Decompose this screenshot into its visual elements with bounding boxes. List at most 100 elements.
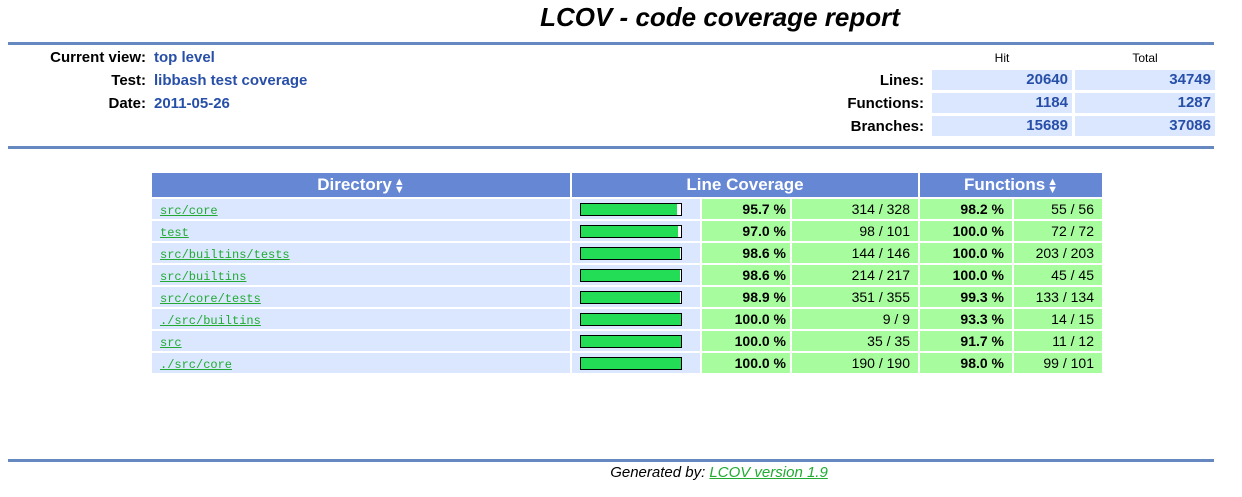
hit-column-header: Hit xyxy=(994,51,1010,65)
line-coverage-count: 214 / 217 xyxy=(792,265,918,285)
directory-cell: src/builtins/tests xyxy=(152,243,570,263)
total-column-header: Total xyxy=(1132,51,1158,65)
function-coverage-percent: 99.3 % xyxy=(920,287,1012,307)
functions-summary-label: Functions: xyxy=(847,95,924,112)
function-coverage-percent: 91.7 % xyxy=(920,331,1012,351)
branches-total-value: 37086 xyxy=(1075,116,1215,136)
directory-cell: ./src/builtins xyxy=(152,309,570,329)
coverage-bar-cell xyxy=(572,199,700,219)
table-header-row: Directory ▲ ▼ Line Coverage Functions ▲ ▼ xyxy=(152,173,1102,197)
coverage-bar-cell xyxy=(572,331,700,351)
line-coverage-percent: 97.0 % xyxy=(702,221,790,241)
table-row: src/core/tests 98.9 % 351 / 355 99.3 % 133 /… xyxy=(152,287,1102,307)
bottom-rule xyxy=(8,459,1214,462)
table-row: src/builtins 98.6 % 214 / 217 100.0 % 45 / 4… xyxy=(152,265,1102,285)
coverage-bar-cell xyxy=(572,287,700,307)
lines-hit-value: 20640 xyxy=(932,70,1072,90)
function-coverage-count: 14 / 15 xyxy=(1014,309,1102,329)
directory-link[interactable]: ./src/builtins xyxy=(160,313,261,328)
directory-column-header[interactable]: Directory ▲ ▼ xyxy=(152,173,570,197)
function-coverage-count: 203 / 203 xyxy=(1014,243,1102,263)
sort-icon[interactable]: ▲ ▼ xyxy=(393,175,405,196)
coverage-bar-fill xyxy=(581,247,680,259)
functions-column-header[interactable]: Functions ▲ ▼ xyxy=(920,173,1102,197)
line-coverage-header-label: Line Coverage xyxy=(686,175,804,194)
coverage-bar xyxy=(580,268,682,282)
line-coverage-count: 35 / 35 xyxy=(792,331,918,351)
functions-hit-value: 1184 xyxy=(932,93,1072,113)
function-coverage-percent: 100.0 % xyxy=(920,243,1012,263)
table-row: src 100.0 % 35 / 35 91.7 % 11 / 12 xyxy=(152,331,1102,351)
test-label: Test: xyxy=(111,72,146,89)
current-view-value[interactable]: top level xyxy=(154,49,215,66)
coverage-bar xyxy=(580,334,682,348)
directory-cell: src/builtins xyxy=(152,265,570,285)
branches-hit-value: 15689 xyxy=(932,116,1072,136)
sort-icon[interactable]: ▲ ▼ xyxy=(1047,175,1059,196)
coverage-bar-cell xyxy=(572,353,700,373)
directory-link[interactable]: test xyxy=(160,225,189,240)
function-coverage-percent: 98.2 % xyxy=(920,199,1012,219)
lines-summary-label: Lines: xyxy=(879,72,924,89)
directory-cell: src xyxy=(152,331,570,351)
generated-by-label: Generated by: xyxy=(610,464,706,481)
coverage-bar-cell xyxy=(572,243,700,263)
coverage-bar xyxy=(580,356,682,370)
functions-total-value: 1287 xyxy=(1075,93,1215,113)
line-coverage-count: 314 / 328 xyxy=(792,199,918,219)
coverage-bar-cell xyxy=(572,221,700,241)
directory-link[interactable]: src/core/tests xyxy=(160,291,261,306)
coverage-bar-fill xyxy=(581,357,681,369)
page-title: LCOV - code coverage report xyxy=(540,2,900,32)
lcov-version-link[interactable]: LCOV version 1.9 xyxy=(709,464,828,481)
directory-link[interactable]: src/builtins xyxy=(160,269,247,284)
table-row: ./src/builtins 100.0 % 9 / 9 93.3 % 14 / 15 xyxy=(152,309,1102,329)
functions-header-label: Functions xyxy=(963,175,1046,194)
date-value: 2011-05-26 xyxy=(154,95,230,112)
coverage-table: Directory ▲ ▼ Line Coverage Functions ▲ ▼ sr… xyxy=(150,171,1104,375)
line-coverage-percent: 98.6 % xyxy=(702,265,790,285)
coverage-bar xyxy=(580,312,682,326)
table-row: src/core 95.7 % 314 / 328 98.2 % 55 / 56 xyxy=(152,199,1102,219)
coverage-bar-cell xyxy=(572,265,700,285)
branches-summary-label: Branches: xyxy=(850,118,924,135)
function-coverage-percent: 98.0 % xyxy=(920,353,1012,373)
directory-cell: test xyxy=(152,221,570,241)
line-coverage-percent: 100.0 % xyxy=(702,309,790,329)
coverage-bar-fill xyxy=(581,203,677,215)
coverage-bar-fill xyxy=(581,291,680,303)
coverage-bar-fill xyxy=(581,335,681,347)
function-coverage-count: 45 / 45 xyxy=(1014,265,1102,285)
footer: Generated by: LCOV version 1.9 xyxy=(0,464,1242,481)
line-coverage-percent: 95.7 % xyxy=(702,199,790,219)
directory-link[interactable]: src/core xyxy=(160,203,218,218)
coverage-bar xyxy=(580,224,682,238)
current-view-label: Current view: xyxy=(50,49,146,66)
lines-total-value: 34749 xyxy=(1075,70,1215,90)
table-row: test 97.0 % 98 / 101 100.0 % 72 / 72 xyxy=(152,221,1102,241)
coverage-bar-fill xyxy=(581,225,678,237)
function-coverage-count: 99 / 101 xyxy=(1014,353,1102,373)
line-coverage-count: 98 / 101 xyxy=(792,221,918,241)
coverage-bar xyxy=(580,290,682,304)
coverage-bar xyxy=(580,202,682,216)
directory-link[interactable]: src xyxy=(160,335,182,350)
function-coverage-percent: 93.3 % xyxy=(920,309,1012,329)
function-coverage-percent: 100.0 % xyxy=(920,265,1012,285)
line-coverage-percent: 100.0 % xyxy=(702,331,790,351)
directory-cell: src/core/tests xyxy=(152,287,570,307)
function-coverage-count: 72 / 72 xyxy=(1014,221,1102,241)
directory-link[interactable]: ./src/core xyxy=(160,357,233,372)
test-value: libbash test coverage xyxy=(154,72,308,89)
directory-header-label: Directory xyxy=(317,175,392,194)
line-coverage-percent: 98.6 % xyxy=(702,243,790,263)
coverage-bar xyxy=(580,246,682,260)
line-coverage-count: 9 / 9 xyxy=(792,309,918,329)
directory-cell: ./src/core xyxy=(152,353,570,373)
top-rule xyxy=(8,42,1214,45)
function-coverage-count: 133 / 134 xyxy=(1014,287,1102,307)
line-coverage-percent: 98.9 % xyxy=(702,287,790,307)
line-coverage-count: 144 / 146 xyxy=(792,243,918,263)
directory-link[interactable]: src/builtins/tests xyxy=(160,247,290,262)
directory-cell: src/core xyxy=(152,199,570,219)
